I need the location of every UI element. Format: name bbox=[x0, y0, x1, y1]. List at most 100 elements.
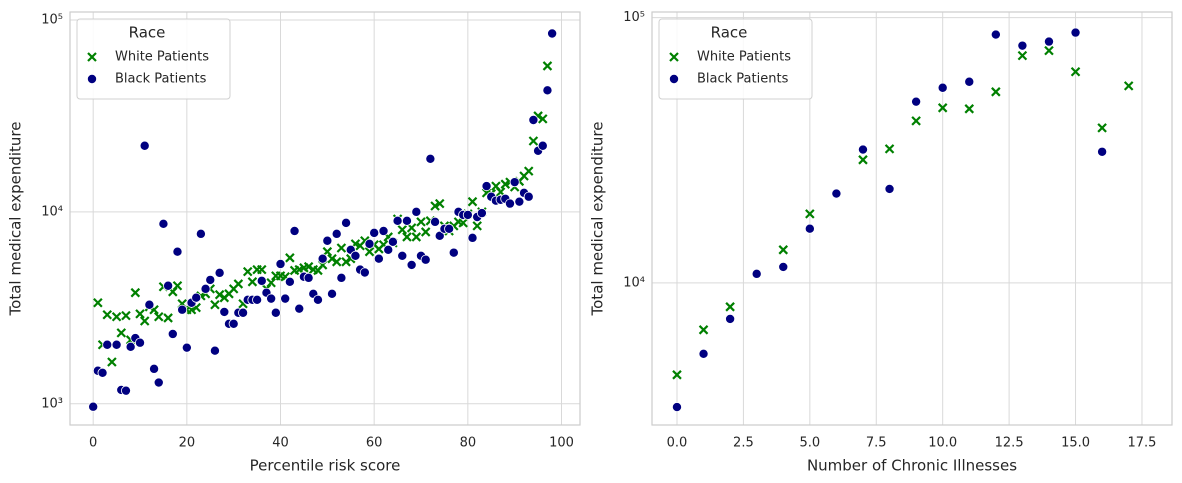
point bbox=[523, 191, 534, 202]
point bbox=[327, 288, 338, 299]
panel: 0.0 2.5 5.0 7.5 10.0 12.5 15.0 17.5 10⁴ 10⁵ Number… bbox=[589, 10, 1173, 475]
legend: Race White Patients Black Patients bbox=[76, 18, 231, 100]
point-x bbox=[303, 261, 314, 272]
point bbox=[270, 307, 281, 318]
point bbox=[1043, 36, 1054, 47]
point bbox=[280, 293, 291, 304]
point bbox=[177, 304, 188, 315]
point bbox=[97, 367, 108, 378]
x-tick-label: 0 bbox=[89, 436, 97, 451]
point-x bbox=[416, 217, 426, 227]
point bbox=[448, 247, 459, 258]
point bbox=[252, 294, 263, 305]
point bbox=[102, 339, 113, 350]
point bbox=[1017, 40, 1028, 51]
point bbox=[238, 307, 249, 318]
point-x bbox=[523, 166, 534, 176]
point bbox=[303, 272, 314, 283]
point-x bbox=[242, 266, 253, 277]
point bbox=[1070, 27, 1081, 38]
point bbox=[275, 258, 286, 269]
point-x bbox=[93, 297, 103, 308]
point bbox=[209, 345, 220, 356]
point bbox=[387, 236, 398, 247]
point bbox=[125, 341, 136, 352]
point bbox=[509, 177, 520, 188]
point bbox=[256, 275, 267, 286]
point bbox=[990, 29, 1001, 40]
x-tick-label: 5.0 bbox=[799, 436, 820, 451]
point bbox=[317, 253, 328, 264]
point-x bbox=[111, 311, 122, 322]
x-tick-label: 10.0 bbox=[928, 436, 957, 451]
point bbox=[857, 144, 868, 155]
point bbox=[462, 209, 473, 220]
point-x bbox=[87, 52, 97, 62]
x-tick-label: 100 bbox=[549, 436, 574, 451]
point bbox=[514, 196, 525, 207]
point-x bbox=[233, 279, 244, 289]
point bbox=[312, 294, 323, 305]
point bbox=[191, 292, 202, 303]
y-tick-label: 10⁵ bbox=[623, 10, 645, 25]
point bbox=[158, 218, 169, 229]
point bbox=[87, 74, 98, 85]
point bbox=[937, 82, 948, 93]
point bbox=[266, 293, 277, 304]
y-tick-label: 10⁴ bbox=[623, 275, 645, 290]
point-x bbox=[130, 287, 141, 298]
x-tick-label: 80 bbox=[460, 436, 477, 451]
point bbox=[369, 227, 380, 238]
point-x bbox=[411, 232, 422, 242]
point bbox=[135, 337, 146, 348]
point bbox=[88, 401, 99, 412]
point bbox=[167, 328, 178, 339]
legend-label: White Patients bbox=[697, 50, 791, 65]
point bbox=[195, 228, 206, 239]
point bbox=[289, 225, 300, 236]
point bbox=[392, 215, 403, 226]
point bbox=[671, 402, 682, 413]
point bbox=[144, 299, 155, 310]
point-x bbox=[163, 313, 173, 323]
point-x bbox=[542, 61, 553, 71]
point-x bbox=[397, 224, 408, 235]
point-x bbox=[430, 201, 440, 211]
point-x bbox=[364, 246, 375, 257]
point bbox=[172, 246, 183, 257]
point-x bbox=[153, 311, 164, 322]
y-axis-label: Total medical expenditure bbox=[589, 122, 607, 317]
y-axis-label: Total medical expenditure bbox=[7, 122, 25, 317]
point bbox=[804, 223, 815, 234]
point bbox=[698, 348, 709, 359]
axes-frame bbox=[651, 11, 1173, 426]
legend-label: Black Patients bbox=[115, 72, 207, 87]
point-x bbox=[911, 116, 921, 126]
x-tick-label: 2.5 bbox=[733, 436, 754, 451]
point bbox=[884, 183, 895, 194]
point-x bbox=[285, 253, 295, 263]
point bbox=[725, 313, 736, 324]
point-x bbox=[434, 198, 445, 209]
point bbox=[669, 74, 680, 85]
point-x bbox=[402, 232, 412, 242]
point bbox=[359, 267, 370, 278]
point-x bbox=[884, 144, 895, 154]
point-x bbox=[102, 309, 113, 320]
point-x bbox=[858, 155, 868, 165]
point-x bbox=[107, 357, 117, 367]
point bbox=[430, 216, 441, 227]
point bbox=[111, 339, 122, 350]
point-x bbox=[672, 370, 682, 380]
x-tick-label: 7.5 bbox=[866, 436, 887, 451]
point-x bbox=[247, 277, 258, 287]
point bbox=[751, 268, 762, 279]
x-tick-label: 12.5 bbox=[995, 436, 1024, 451]
point bbox=[420, 254, 431, 265]
x-tick-label: 17.5 bbox=[1127, 436, 1156, 451]
point-x bbox=[805, 209, 815, 219]
point-x bbox=[1123, 81, 1134, 91]
point bbox=[401, 215, 412, 226]
point bbox=[481, 181, 492, 192]
